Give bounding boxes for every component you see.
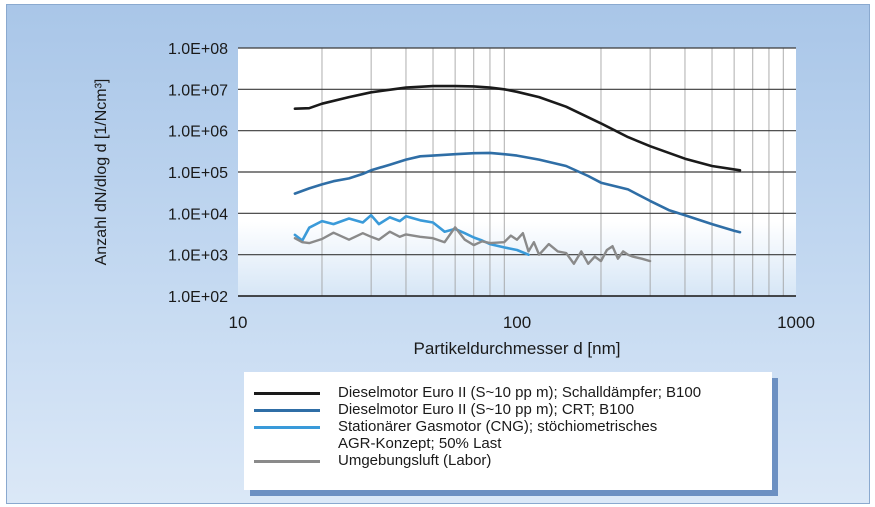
series-line-1 — [293, 84, 742, 172]
series-line-4 — [293, 226, 652, 265]
legend-label: Dieselmotor Euro II (S~10 pp m); Schalld… — [338, 384, 702, 401]
x-axis-label: Partikeldurchmesser d [nm] — [414, 339, 621, 358]
grid — [238, 47, 796, 297]
y-tick-label: 1.0E+04 — [168, 206, 228, 223]
x-tick-label: 1000 — [777, 313, 815, 332]
y-tick-label: 1.0E+07 — [168, 82, 228, 99]
legend-label: Dieselmotor Euro II (S~10 pp m); CRT; B1… — [338, 401, 635, 418]
y-tick-label: 1.0E+06 — [168, 124, 228, 141]
y-axis-label: Anzahl dN/dlog d [1/Ncm³] — [93, 79, 110, 266]
series-group — [293, 84, 742, 265]
y-tick-label: 1.0E+05 — [168, 165, 228, 182]
legend-label: Stationärer Gasmotor (CNG); stöchiometri… — [338, 418, 658, 452]
y-tick-label: 1.0E+03 — [168, 248, 228, 265]
y-tick-label: 1.0E+08 — [168, 41, 228, 58]
legend-swatch — [254, 426, 320, 429]
legend-label: Umgebungsluft (Labor) — [338, 452, 492, 469]
x-tick-label: 100 — [503, 313, 531, 332]
legend-swatch — [254, 460, 320, 463]
legend-swatch — [254, 409, 320, 412]
y-tick-labels: 1.0E+02 1.0E+03 1.0E+04 1.0E+05 1.0E+06 1.0E+… — [168, 41, 228, 306]
series-line-2 — [293, 151, 742, 234]
y-tick-label: 1.0E+02 — [168, 289, 228, 306]
legend: Dieselmotor Euro II (S~10 pp m); Schalld… — [244, 372, 772, 490]
x-tick-label: 10 — [229, 313, 248, 332]
legend-swatch — [254, 392, 320, 395]
x-tick-labels: 10 100 1000 — [229, 313, 815, 332]
